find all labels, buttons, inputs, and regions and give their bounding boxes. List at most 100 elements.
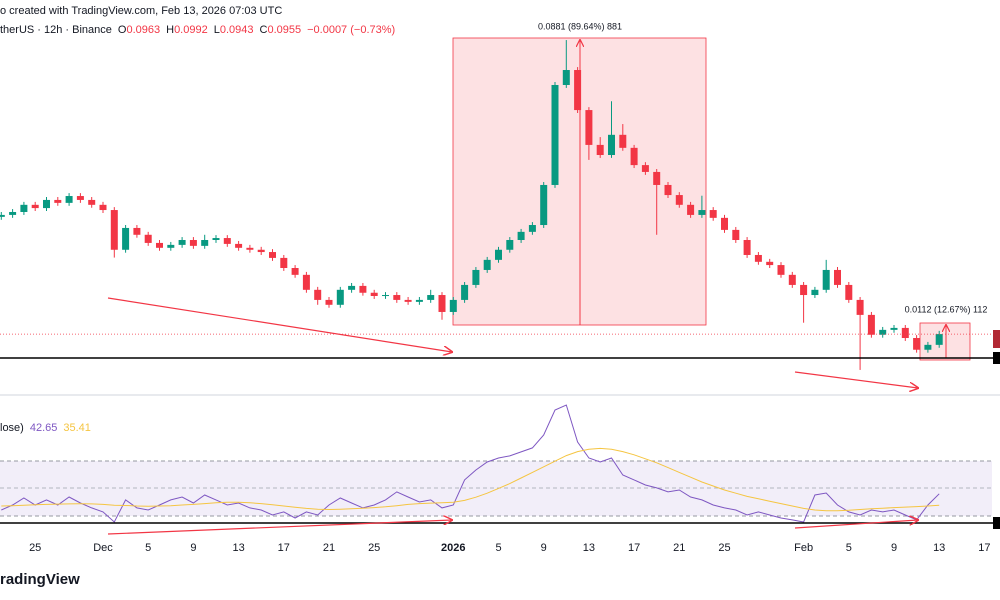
candle-body: [856, 299, 864, 315]
candle-body: [291, 268, 299, 275]
x-tick-label: 25: [368, 542, 380, 554]
candle-body: [608, 134, 615, 156]
candle-body: [348, 285, 356, 290]
candle-body: [698, 210, 706, 215]
candle-body: [99, 204, 107, 211]
trend-arrow: [794, 371, 918, 388]
candle-body: [562, 70, 570, 85]
candle-body: [551, 84, 559, 185]
candle-body: [675, 195, 683, 205]
ohlc-value: 0.0992: [174, 24, 208, 36]
candle-body: [235, 243, 243, 248]
candle-body: [506, 239, 514, 250]
candle-body: [596, 144, 604, 156]
ohlc-label: C: [260, 24, 268, 36]
change: −0.0007 (−0.73%): [307, 24, 395, 36]
candle-body: [653, 171, 661, 185]
candle-body: [574, 70, 582, 111]
trend-arrow: [107, 297, 452, 352]
candle-body: [156, 242, 163, 248]
measure-label: 0.0881 (89.64%) 881: [538, 21, 622, 31]
candle-body: [110, 210, 118, 250]
x-tick-label: 13: [933, 542, 945, 554]
candle-body: [415, 299, 423, 302]
candle-body: [212, 238, 220, 240]
trend-arrow: [794, 520, 918, 529]
candle-body: [393, 295, 401, 300]
candle-body: [901, 327, 909, 339]
candle-body: [201, 239, 209, 246]
x-tick-label: 17: [628, 542, 640, 554]
symbol-line: therUS · 12h · Binance O0.0963 H0.0992 L0.0…: [0, 24, 395, 36]
candle-body: [890, 327, 898, 330]
rsi-title: lose): [0, 422, 24, 434]
candle-body: [43, 199, 50, 209]
candle-body: [754, 254, 762, 262]
candle-body: [382, 295, 389, 297]
candle-body: [246, 247, 254, 250]
ohlc-value: 0.0963: [126, 24, 160, 36]
candle-body: [31, 204, 39, 209]
footer-logo: radingView: [0, 571, 80, 588]
candle-body: [924, 344, 932, 350]
candle-body: [721, 217, 728, 230]
candle-body: [9, 211, 17, 215]
candle-body: [133, 227, 141, 235]
ohlc-value: 0.0955: [267, 24, 301, 36]
candle-body: [867, 314, 875, 335]
symbol: therUS · 12h · Binance: [0, 24, 112, 36]
rsi-legend: lose) 42.65 35.41: [0, 422, 91, 434]
ohlc-value: 0.0943: [220, 24, 254, 36]
candle-body: [811, 289, 819, 296]
candle-body: [822, 269, 830, 290]
x-tick-label: 25: [718, 542, 730, 554]
candle-body: [54, 199, 62, 203]
annotations: [0, 297, 1000, 535]
ohlc-label: O: [118, 24, 127, 36]
x-tick-label: 21: [323, 542, 335, 554]
candle-body: [687, 204, 695, 215]
indicator-line: [1, 447, 940, 512]
candle-body: [913, 338, 921, 350]
rsi-value: 42.65: [30, 422, 58, 434]
marks: 25 Dec 5 9 13 17 21 25 2026 5 9 13 17 21 25 Feb 5 9 13 17: [0, 40, 992, 554]
candle-body: [370, 292, 378, 297]
candle-body: [65, 196, 73, 203]
candle-body: [325, 299, 333, 305]
credit: o created with TradingView.com, Feb 13, …: [0, 5, 282, 17]
level-tag: [993, 352, 1000, 364]
x-tick-label: 21: [673, 542, 685, 554]
x-tick-label: Dec: [93, 542, 113, 554]
candle-body: [404, 299, 412, 302]
ohlc-label: L: [214, 24, 220, 36]
x-tick-label: 5: [846, 542, 852, 554]
x-tick-label: 9: [541, 542, 547, 554]
candle-body: [0, 214, 5, 217]
candle-body: [517, 231, 525, 240]
candle-body: [88, 199, 96, 205]
candle-body: [935, 334, 943, 345]
candle-body: [472, 269, 480, 285]
candle-body: [269, 252, 276, 258]
candle-body: [732, 229, 740, 240]
candle-body: [788, 274, 796, 285]
candle-body: [879, 329, 887, 335]
candle-body: [461, 284, 469, 300]
candle-body: [359, 285, 367, 293]
candle-body: [144, 234, 152, 243]
x-tick-label: 17: [978, 542, 990, 554]
level-tag: [993, 517, 1000, 529]
x-tick-label: 17: [278, 542, 290, 554]
x-tick-label: 2026: [441, 542, 465, 554]
candle-body: [777, 265, 785, 275]
candle-body: [20, 204, 28, 212]
rsi-ma-value: 35.41: [63, 422, 91, 434]
candle-body: [438, 295, 446, 312]
candle-body: [178, 239, 186, 245]
candle-body: [167, 244, 175, 248]
candle-body: [495, 249, 502, 260]
candle-body: [223, 238, 231, 244]
candle-body: [585, 110, 593, 145]
candle-body: [257, 249, 265, 253]
